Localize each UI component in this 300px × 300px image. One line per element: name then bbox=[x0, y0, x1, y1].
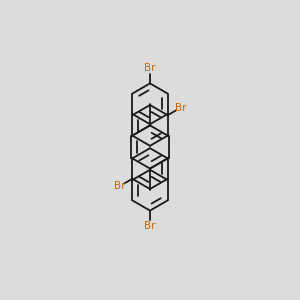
Text: Br: Br bbox=[144, 220, 156, 231]
Text: Br: Br bbox=[144, 63, 156, 74]
Text: Br: Br bbox=[175, 103, 186, 113]
Text: Br: Br bbox=[114, 181, 125, 191]
